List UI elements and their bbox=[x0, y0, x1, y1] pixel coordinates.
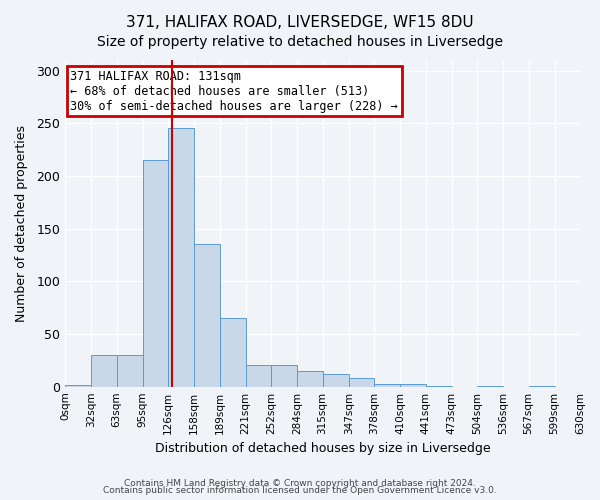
Bar bbox=[246, 364, 271, 386]
Bar bbox=[143, 160, 168, 386]
Y-axis label: Number of detached properties: Number of detached properties bbox=[15, 125, 28, 322]
Bar bbox=[116, 355, 143, 386]
Text: Contains public sector information licensed under the Open Government Licence v3: Contains public sector information licen… bbox=[103, 486, 497, 495]
Bar bbox=[168, 128, 194, 386]
Bar bbox=[349, 378, 374, 386]
Bar bbox=[323, 374, 349, 386]
Text: Size of property relative to detached houses in Liversedge: Size of property relative to detached ho… bbox=[97, 35, 503, 49]
Bar bbox=[374, 384, 400, 386]
Bar bbox=[271, 364, 297, 386]
Text: 371, HALIFAX ROAD, LIVERSEDGE, WF15 8DU: 371, HALIFAX ROAD, LIVERSEDGE, WF15 8DU bbox=[126, 15, 474, 30]
Bar bbox=[220, 318, 246, 386]
Bar bbox=[194, 244, 220, 386]
Bar bbox=[400, 384, 425, 386]
Bar bbox=[65, 384, 91, 386]
Text: 371 HALIFAX ROAD: 131sqm
← 68% of detached houses are smaller (513)
30% of semi-: 371 HALIFAX ROAD: 131sqm ← 68% of detach… bbox=[70, 70, 398, 113]
X-axis label: Distribution of detached houses by size in Liversedge: Distribution of detached houses by size … bbox=[155, 442, 490, 455]
Bar bbox=[297, 371, 323, 386]
Bar bbox=[91, 355, 116, 386]
Text: Contains HM Land Registry data © Crown copyright and database right 2024.: Contains HM Land Registry data © Crown c… bbox=[124, 478, 476, 488]
